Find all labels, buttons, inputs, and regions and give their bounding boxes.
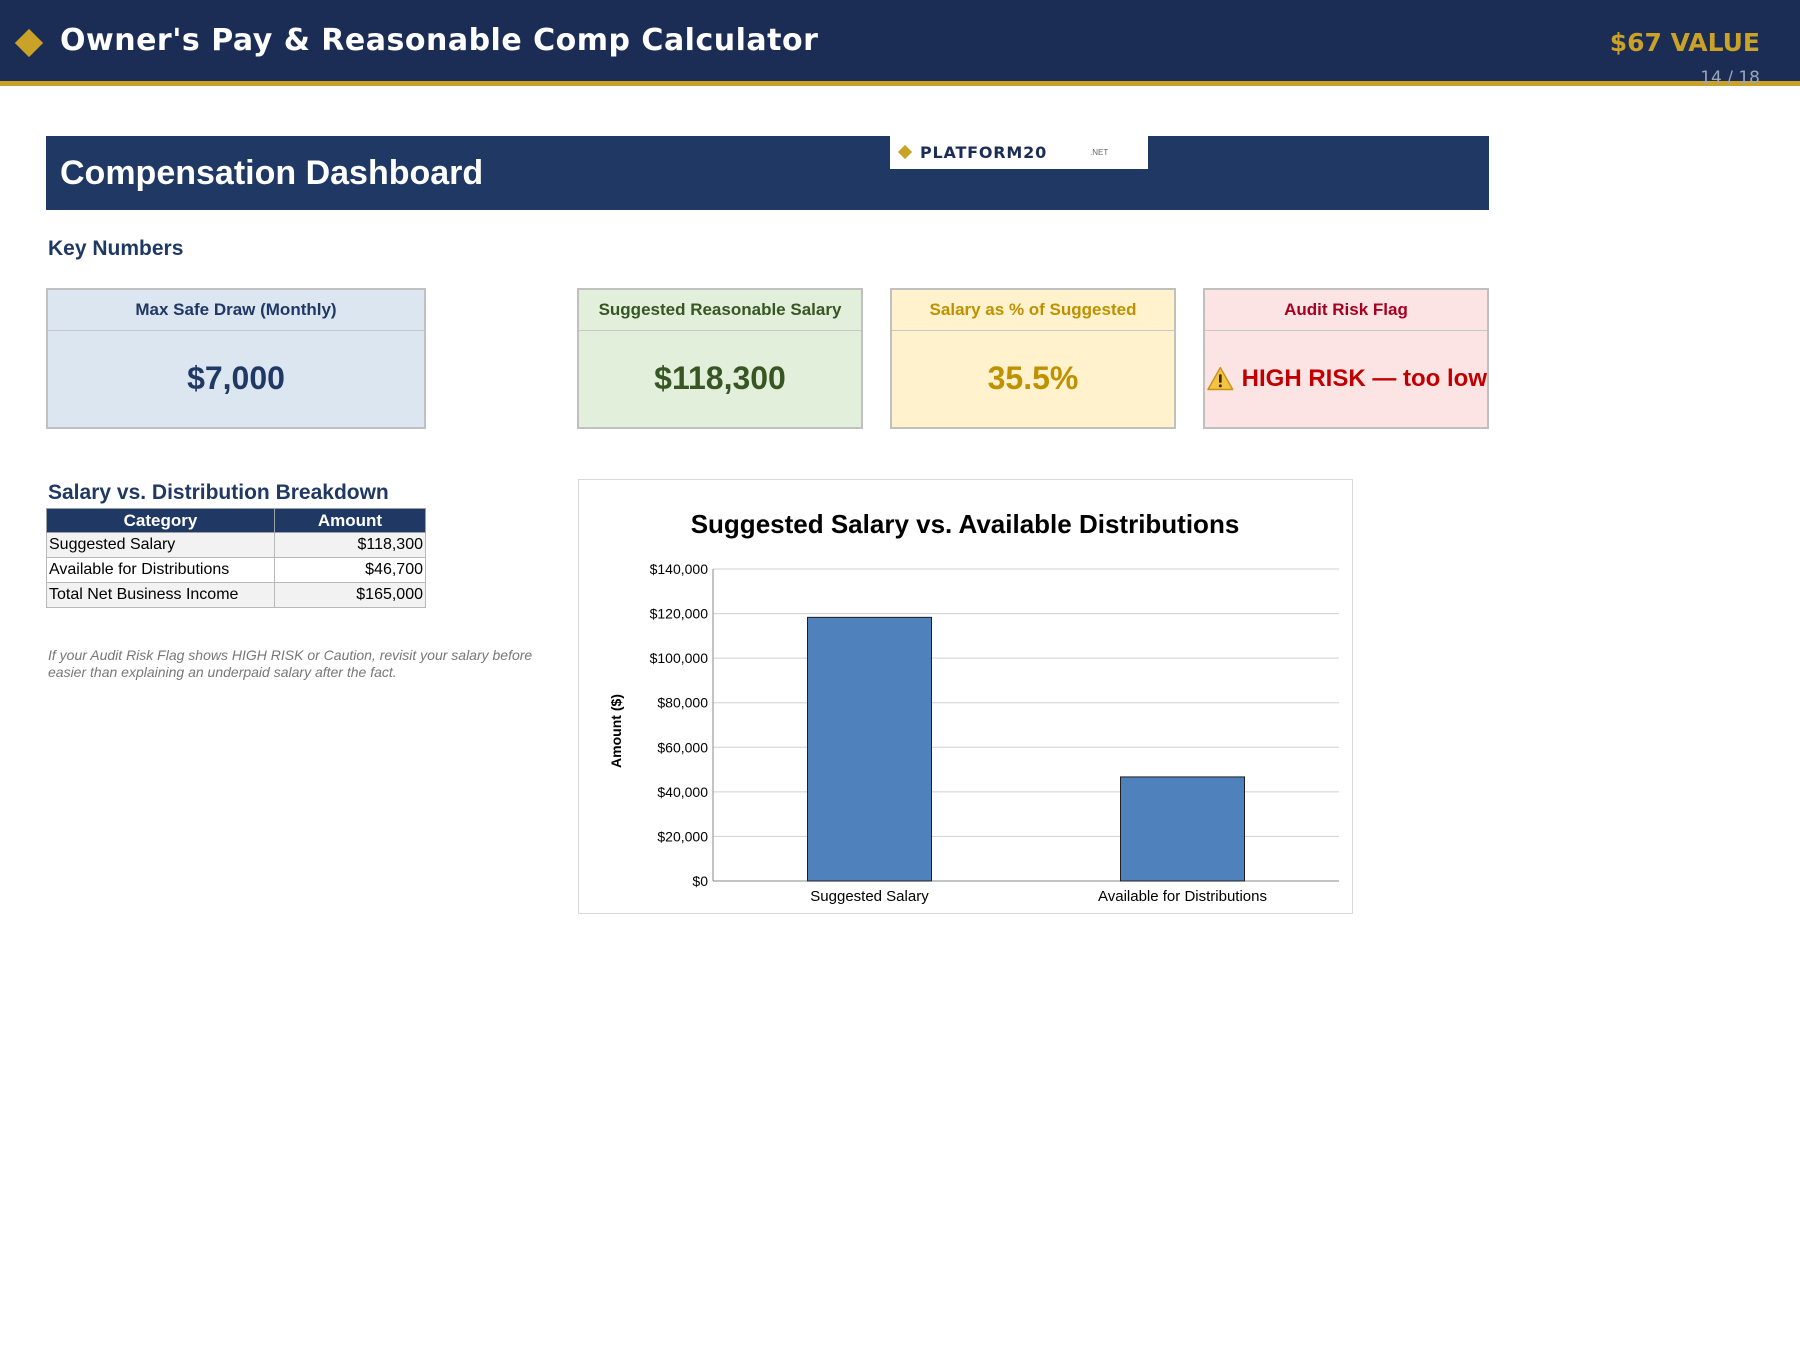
y-tick-label: $100,000 xyxy=(650,650,709,666)
row-category: Total Net Business Income xyxy=(46,582,275,608)
audit-risk-card: Audit Risk Flag HIGH RISK — too low xyxy=(1203,288,1489,429)
breakdown-heading: Salary vs. Distribution Breakdown xyxy=(48,481,389,504)
card-value: 35.5% xyxy=(987,360,1079,396)
row-category: Available for Distributions xyxy=(46,557,275,583)
y-tick-label: $120,000 xyxy=(650,606,709,622)
suggested-salary-card: Suggested Reasonable Salary $118,300 xyxy=(577,288,863,429)
logo-text: PLATFORM20 xyxy=(920,143,1048,162)
column-header-amount: Amount xyxy=(274,508,426,533)
bar-2 xyxy=(1120,776,1245,882)
y-tick-label: $80,000 xyxy=(657,695,708,711)
row-amount: $165,000 xyxy=(274,582,426,608)
row-amount: $118,300 xyxy=(274,532,426,558)
bar-1 xyxy=(807,616,932,882)
y-tick-label: $20,000 xyxy=(657,828,708,844)
dashboard-title: Compensation Dashboard xyxy=(60,154,484,192)
card-value: $118,300 xyxy=(654,360,786,396)
diamond-icon xyxy=(14,28,44,58)
y-axis-label: Amount ($) xyxy=(608,694,624,768)
max-safe-draw-card: Max Safe Draw (Monthly) $7,000 xyxy=(46,288,426,429)
key-numbers-heading: Key Numbers xyxy=(48,237,184,260)
warning-icon xyxy=(1207,366,1234,390)
card-label: Max Safe Draw (Monthly) xyxy=(48,290,424,331)
y-tick-label: $0 xyxy=(692,873,708,889)
card-label: Suggested Reasonable Salary xyxy=(579,290,861,331)
app-title: Owner's Pay & Reasonable Comp Calculator xyxy=(60,23,819,58)
page-indicator: 14 / 18 xyxy=(1700,68,1760,88)
note-line-1: If your Audit Risk Flag shows HIGH RISK … xyxy=(48,647,533,663)
card-value: $7,000 xyxy=(187,360,285,396)
salary-distribution-chart: Suggested Salary vs. Available Distribut… xyxy=(578,479,1353,914)
table-row: Suggested Salary $118,300 xyxy=(46,532,426,558)
table-header-row: Category Amount xyxy=(46,508,426,533)
chart-svg: Suggested Salary vs. Available Distribut… xyxy=(608,509,1339,905)
y-tick-label: $60,000 xyxy=(657,739,708,755)
dashboard-banner: Compensation Dashboard xyxy=(46,136,1489,210)
row-amount: $46,700 xyxy=(274,557,426,583)
logo-diamond-icon xyxy=(897,144,913,160)
card-label: Salary as % of Suggested xyxy=(892,290,1174,331)
platform-logo: PLATFORM20 .NET xyxy=(890,136,1148,169)
x-tick-label: Suggested Salary xyxy=(810,888,929,905)
y-tick-label: $40,000 xyxy=(657,784,708,800)
table-row: Total Net Business Income $165,000 xyxy=(46,582,426,608)
audit-note: If your Audit Risk Flag shows HIGH RISK … xyxy=(48,647,581,681)
app-header: Owner's Pay & Reasonable Comp Calculator… xyxy=(0,0,1800,88)
column-header-category: Category xyxy=(46,508,275,533)
table-row: Available for Distributions $46,700 xyxy=(46,557,426,583)
breakdown-table: Category Amount Suggested Salary $118,30… xyxy=(46,508,426,608)
salary-percent-card: Salary as % of Suggested 35.5% xyxy=(890,288,1176,429)
note-line-2: easier than explaining an underpaid sala… xyxy=(48,664,397,680)
value-badge: $67 VALUE xyxy=(1609,28,1760,57)
row-category: Suggested Salary xyxy=(46,532,275,558)
card-value-row: HIGH RISK — too low xyxy=(1205,330,1487,427)
logo-suffix: .NET xyxy=(1090,148,1109,157)
chart-title: Suggested Salary vs. Available Distribut… xyxy=(691,509,1240,539)
y-tick-label: $140,000 xyxy=(650,561,709,577)
card-label: Audit Risk Flag xyxy=(1205,290,1487,331)
x-tick-label: Available for Distributions xyxy=(1098,888,1267,905)
risk-value: HIGH RISK — too low xyxy=(1241,364,1487,392)
